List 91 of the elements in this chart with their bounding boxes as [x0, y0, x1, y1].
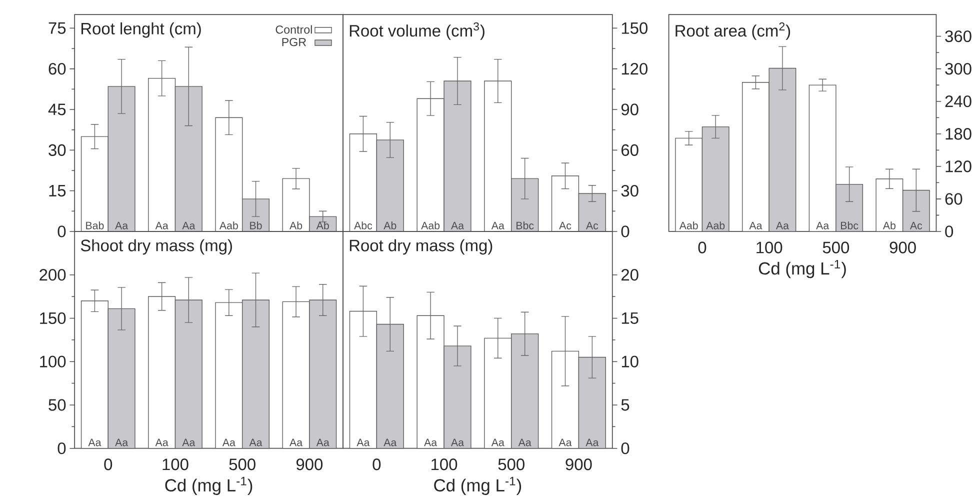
- data-label: Aab: [421, 222, 440, 230]
- data-label: Aa: [290, 438, 303, 446]
- y2-tick-label: 90: [621, 104, 638, 116]
- x-axis-title: Cd (mg L$^{-1}$): [165, 476, 252, 495]
- y2-tick-label: 120: [622, 62, 648, 75]
- data-label: Bab: [86, 222, 104, 230]
- data-label: Bbc: [516, 222, 534, 230]
- x-tick-label: 500: [822, 242, 850, 254]
- y-tick-label: 75: [48, 22, 66, 34]
- y-tick-label: 45: [48, 104, 66, 116]
- data-label: Aab: [219, 222, 238, 230]
- y-tick-label: 0: [58, 226, 66, 238]
- y2-tick-label: 60: [945, 193, 962, 205]
- data-label: Aab: [679, 222, 698, 230]
- data-label: Aa: [182, 438, 196, 446]
- data-label: Ab: [384, 222, 396, 230]
- y-tick-label: 0: [58, 442, 66, 454]
- y2-tick-label: 0: [621, 226, 630, 238]
- x-tick-label: 0: [104, 458, 112, 470]
- y2-tick-label: 20: [622, 269, 638, 281]
- x-tick-label: 900: [296, 458, 323, 470]
- y-tick-label: 30: [48, 144, 66, 156]
- y2-tick-label: 60: [622, 144, 638, 156]
- data-label: Aa: [249, 438, 262, 446]
- data-label: Ac: [910, 222, 922, 230]
- data-label: Aa: [491, 438, 504, 446]
- y-tick-label: 50: [48, 399, 66, 411]
- y-tick-label: 200: [40, 269, 66, 281]
- y2-tick-label: 10: [622, 356, 638, 368]
- x-axis-title: Cd (mg L$^{-1}$): [434, 476, 522, 495]
- x-tick-label: 500: [229, 458, 256, 470]
- data-label: Aab: [706, 222, 725, 230]
- data-label: Bb: [250, 222, 262, 230]
- y2-tick-label: 300: [945, 62, 972, 75]
- data-label: Aa: [424, 438, 438, 446]
- data-label: Abc: [354, 222, 372, 230]
- x-tick-label: 500: [498, 458, 524, 470]
- data-label: Aa: [450, 438, 464, 446]
- y2-tick-label: 150: [622, 22, 648, 34]
- data-label: Ab: [316, 222, 329, 230]
- y2-tick-label: 15: [622, 312, 638, 324]
- data-label: Aa: [155, 438, 168, 446]
- y2-tick-label: 360: [945, 30, 972, 42]
- data-label: Aa: [558, 438, 572, 446]
- data-label: Aa: [586, 438, 599, 446]
- data-label: Aa: [182, 222, 196, 230]
- legend-label: Control: [276, 25, 312, 34]
- y-tick-label: 60: [48, 62, 66, 75]
- chart-title: Shoot dry mass (mg): [80, 239, 232, 255]
- text: Root area (cm$^{2}$): [676, 22, 790, 40]
- text: Root volume (cm$^{3}$): [350, 22, 484, 40]
- y-tick-label: 100: [40, 356, 66, 368]
- y2-tick-label: 5: [621, 399, 630, 411]
- x-axis-title: Cd (mg L$^{-1}$): [758, 260, 846, 278]
- data-label: Ac: [559, 222, 572, 230]
- x-tick-label: 100: [756, 242, 782, 254]
- x-tick-label: 100: [432, 458, 458, 470]
- y2-tick-label: 0: [945, 226, 954, 238]
- data-label: Aa: [450, 222, 464, 230]
- chart-title: Root dry mass (mg): [350, 239, 492, 255]
- data-label: Aa: [384, 438, 397, 446]
- data-label: Ab: [882, 222, 896, 230]
- y2-tick-label: 180: [946, 128, 972, 140]
- data-label: Aa: [88, 438, 102, 446]
- data-label: Aa: [518, 438, 532, 446]
- y2-tick-label: 30: [621, 184, 638, 197]
- x-tick-label: 900: [890, 242, 916, 254]
- y-tick-label: 150: [40, 312, 66, 324]
- data-label: Aa: [115, 438, 128, 446]
- data-label: Aa: [491, 222, 504, 230]
- y2-tick-label: 120: [946, 160, 972, 172]
- data-label: Aa: [816, 222, 830, 230]
- data-label: Aa: [316, 438, 330, 446]
- y2-tick-label: 240: [945, 96, 972, 108]
- data-label: Ac: [586, 222, 598, 230]
- data-label: Aa: [749, 222, 762, 230]
- y-tick-label: 15: [49, 185, 66, 197]
- data-label: Aa: [155, 222, 168, 230]
- x-tick-label: 900: [566, 458, 592, 470]
- data-label: Bbc: [841, 222, 858, 230]
- x-tick-label: 0: [698, 242, 706, 254]
- y2-tick-label: 0: [621, 442, 630, 454]
- chart-title: Root lenght (cm): [81, 22, 201, 38]
- x-tick-label: 100: [162, 458, 188, 470]
- legend-label: PGR: [282, 38, 306, 46]
- data-label: Aa: [356, 438, 370, 446]
- data-label: Aa: [115, 222, 128, 230]
- x-tick-label: 0: [372, 458, 381, 470]
- data-label: Ab: [290, 222, 302, 230]
- data-label: Aa: [776, 222, 789, 230]
- data-label: Aa: [222, 438, 236, 446]
